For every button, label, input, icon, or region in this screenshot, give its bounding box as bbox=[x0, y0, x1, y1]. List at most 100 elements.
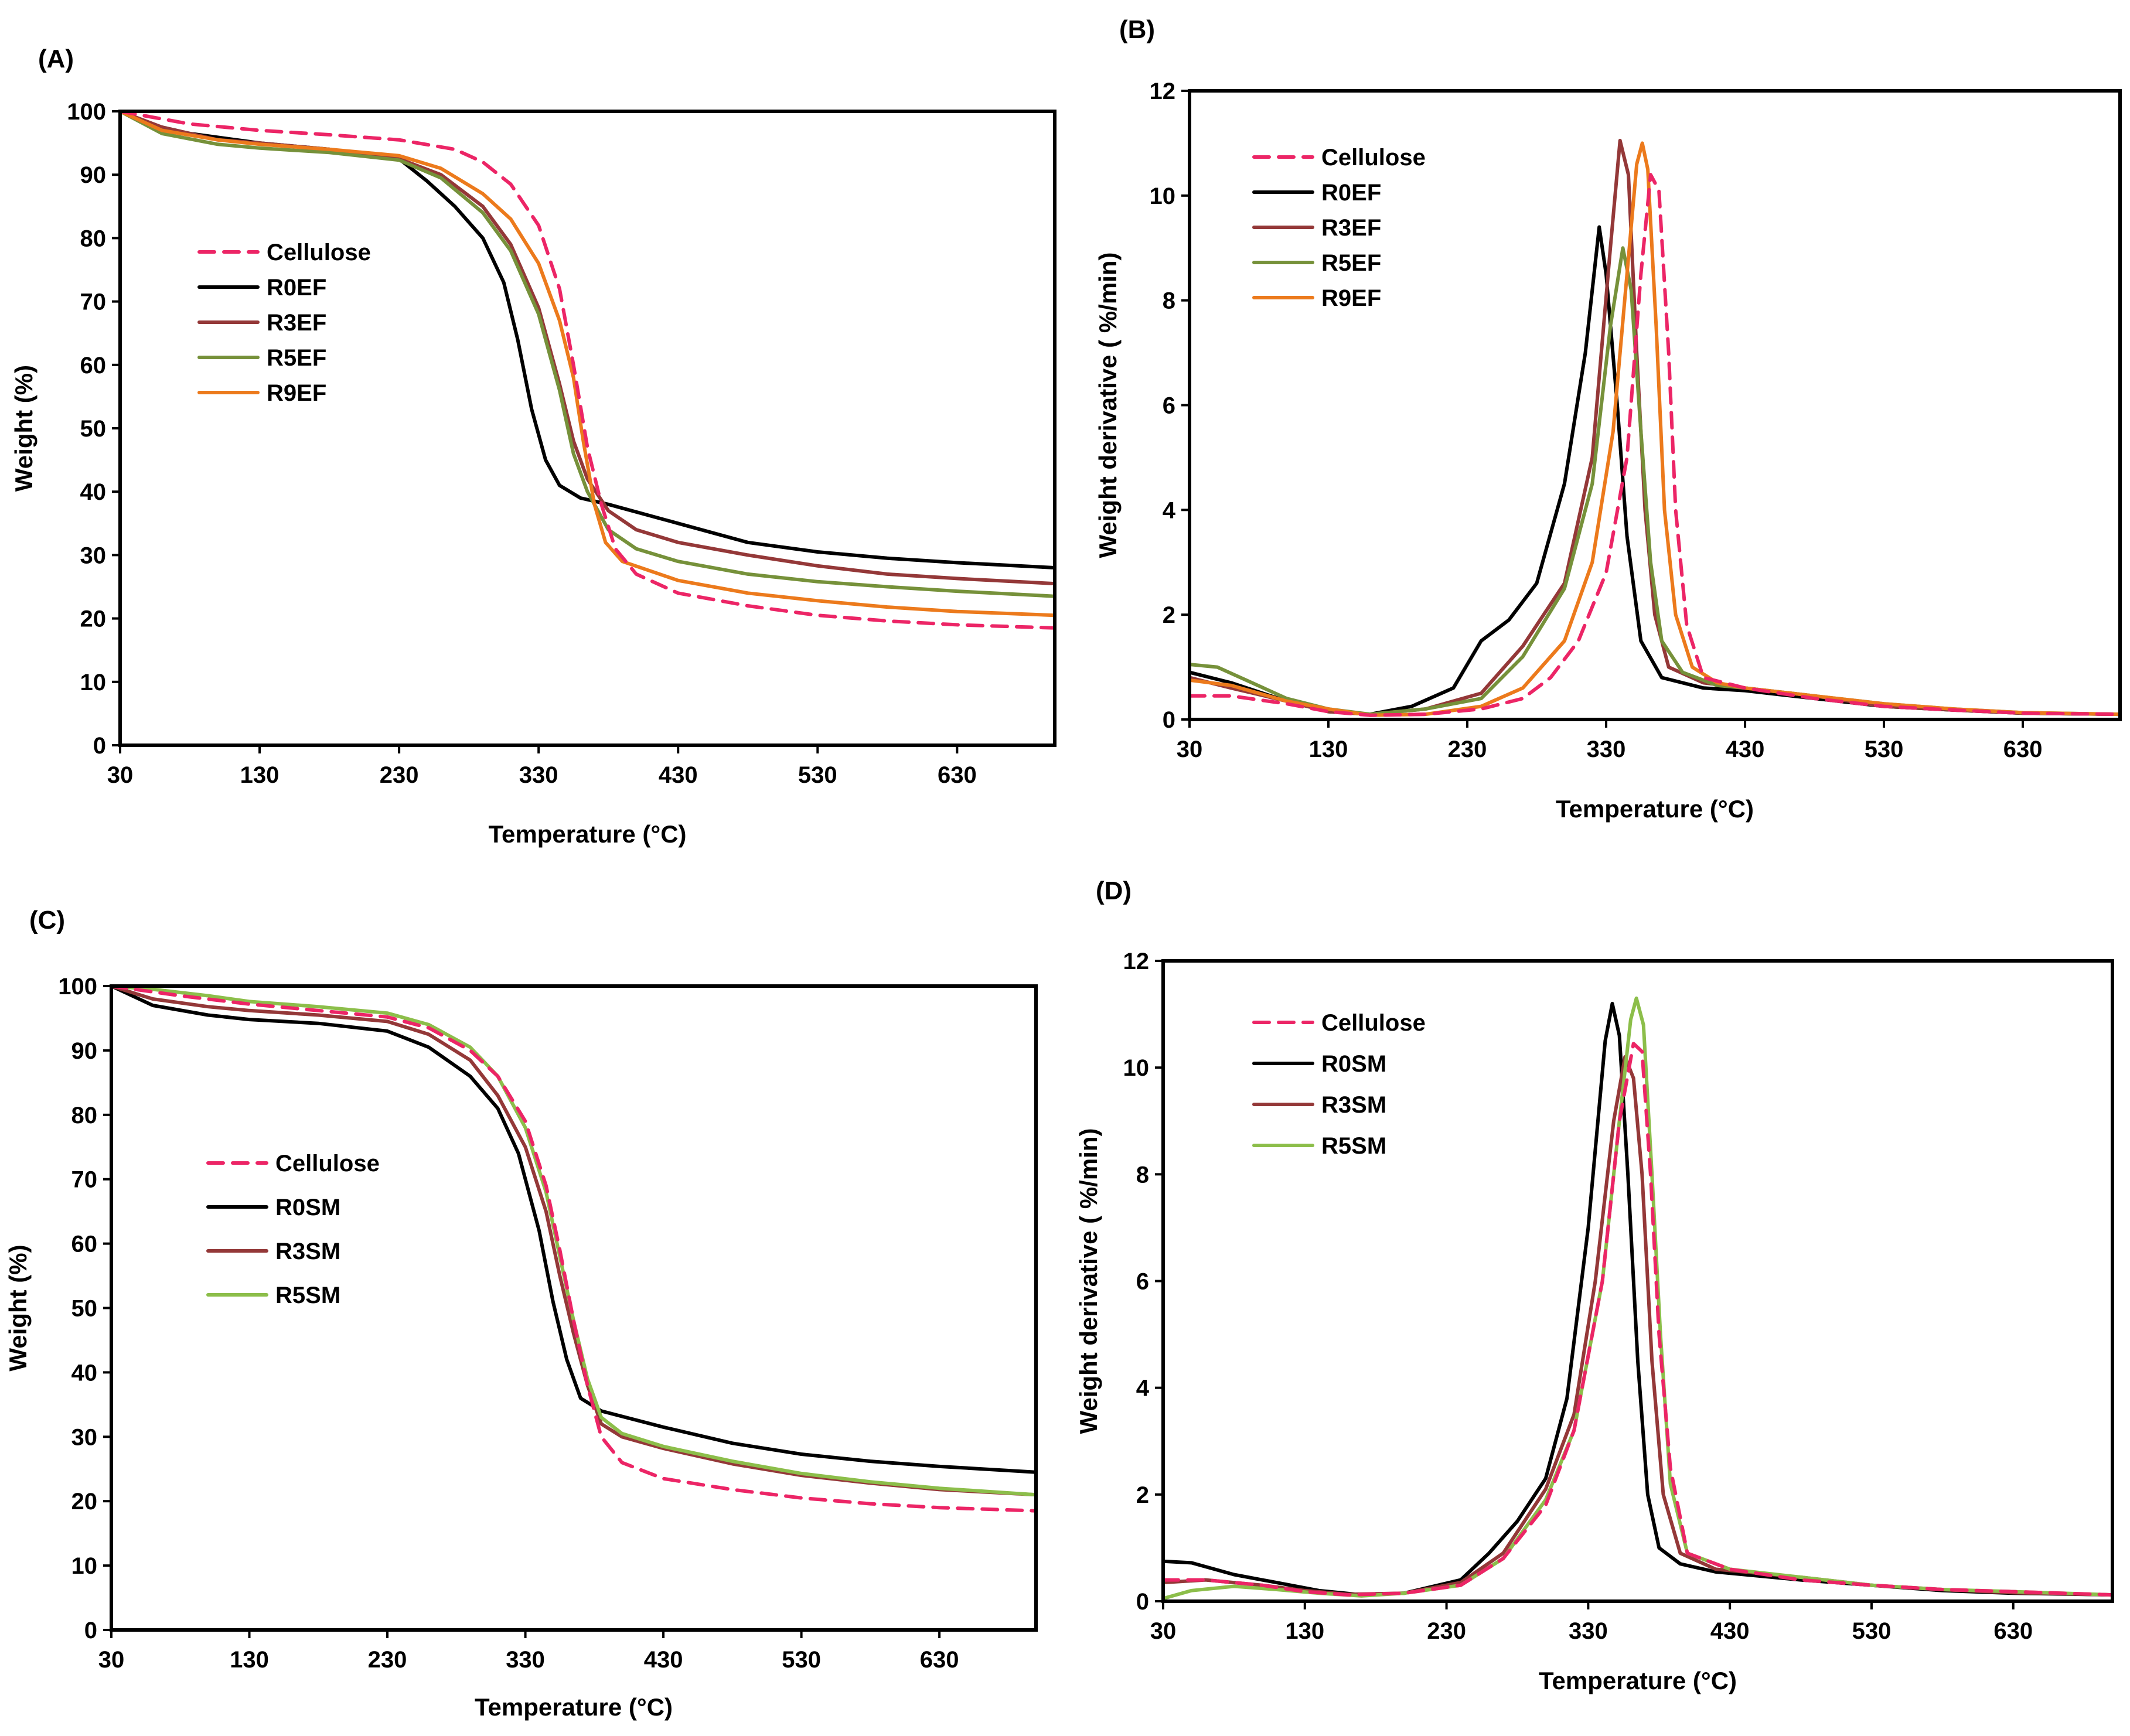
plot-frame bbox=[1161, 959, 2114, 1603]
y-tick-label: 60 bbox=[80, 353, 107, 378]
series-line-cellulose bbox=[1163, 1042, 2112, 1597]
x-axis-title: Temperature (°C) bbox=[475, 1693, 673, 1721]
legend-label-r0ef: R0EF bbox=[1321, 180, 1381, 206]
y-tick-label: 10 bbox=[80, 670, 107, 695]
legend-label-r9ef: R9EF bbox=[267, 380, 326, 406]
legend-label-cellulose: Cellulose bbox=[1321, 145, 1426, 170]
panel-letter: (B) bbox=[1119, 15, 1155, 44]
series-line-cellulose bbox=[111, 986, 1036, 1513]
x-axis-title: Temperature (°C) bbox=[1556, 795, 1754, 823]
y-axis-title: Weight derivative ( %/min) bbox=[1094, 253, 1122, 558]
panel-b: (B) 0 2 4 6 8 10 12 30 130 230 330 430 530 630 Temperat… bbox=[1094, 15, 2122, 823]
y-tick-label: 30 bbox=[71, 1424, 98, 1450]
series-line-r3sm bbox=[111, 986, 1036, 1497]
y-tick-label: 60 bbox=[71, 1232, 98, 1257]
y-tick-label: 8 bbox=[1163, 288, 1175, 314]
y-tick-label: 80 bbox=[71, 1103, 98, 1128]
x-tick-label: 630 bbox=[920, 1647, 959, 1673]
series-line-cellulose bbox=[120, 111, 1055, 630]
y-tick-label: 40 bbox=[71, 1360, 98, 1386]
series-line-r9ef bbox=[1190, 141, 2120, 717]
x-tick-label: 130 bbox=[1285, 1618, 1324, 1644]
legend-label-r0ef: R0EF bbox=[267, 275, 326, 301]
y-tick-label: 2 bbox=[1163, 602, 1175, 628]
y-tick-label: 20 bbox=[80, 606, 107, 632]
y-tick-label: 10 bbox=[1123, 1055, 1150, 1081]
x-tick-label: 530 bbox=[1865, 736, 1904, 762]
y-tick-label: 90 bbox=[71, 1038, 98, 1064]
x-axis-title: Temperature (°C) bbox=[488, 820, 686, 848]
x-tick-label: 630 bbox=[2003, 736, 2043, 762]
x-tick-label: 630 bbox=[938, 762, 977, 788]
y-tick-label: 0 bbox=[1136, 1589, 1149, 1615]
series-line-r0ef bbox=[120, 111, 1055, 569]
legend-label-r3sm: R3SM bbox=[1321, 1092, 1386, 1118]
y-tick-label: 100 bbox=[58, 974, 97, 1000]
x-tick-label: 430 bbox=[644, 1647, 683, 1673]
plot-frame bbox=[110, 984, 1038, 1632]
x-tick-label: 430 bbox=[659, 762, 698, 788]
x-tick-label: 230 bbox=[1427, 1618, 1466, 1644]
series-line-r3ef bbox=[120, 111, 1055, 586]
y-tick-label: 90 bbox=[80, 162, 107, 188]
y-tick-label: 0 bbox=[93, 733, 106, 759]
series-group bbox=[1163, 996, 2112, 1601]
x-tick-label: 530 bbox=[798, 762, 837, 788]
y-tick-label: 100 bbox=[67, 99, 106, 125]
y-tick-label: 50 bbox=[80, 416, 107, 442]
y-tick-label: 6 bbox=[1136, 1269, 1149, 1295]
x-tick-label: 230 bbox=[1448, 736, 1487, 762]
y-tick-label: 6 bbox=[1163, 393, 1175, 419]
x-tick-label: 130 bbox=[230, 1647, 269, 1673]
x-tick-label: 430 bbox=[1726, 736, 1765, 762]
y-tick-label: 30 bbox=[80, 543, 107, 568]
legend-label-cellulose: Cellulose bbox=[1321, 1010, 1426, 1036]
y-axis-title: Weight derivative ( %/min) bbox=[1075, 1128, 1102, 1434]
y-axis-title: Weight (%) bbox=[10, 365, 38, 492]
x-tick-label: 30 bbox=[1150, 1618, 1177, 1644]
series-group bbox=[111, 986, 1036, 1513]
legend-label-r5ef: R5EF bbox=[1321, 250, 1381, 276]
y-tick-label: 12 bbox=[1150, 79, 1176, 104]
x-tick-label: 30 bbox=[1177, 736, 1203, 762]
x-tick-label: 530 bbox=[1852, 1618, 1892, 1644]
series-group bbox=[1190, 138, 2120, 717]
x-tick-label: 530 bbox=[782, 1647, 821, 1673]
y-tick-label: 70 bbox=[80, 289, 107, 315]
panel-letter: (A) bbox=[38, 45, 74, 73]
x-tick-label: 30 bbox=[107, 762, 134, 788]
series-line-r5ef bbox=[120, 111, 1055, 598]
y-tick-label: 80 bbox=[80, 226, 107, 251]
legend-label-r3ef: R3EF bbox=[267, 310, 326, 336]
y-tick-label: 12 bbox=[1123, 949, 1150, 974]
y-tick-label: 2 bbox=[1136, 1482, 1149, 1508]
series-line-r5sm bbox=[1163, 996, 2112, 1601]
x-tick-label: 430 bbox=[1710, 1618, 1750, 1644]
x-tick-label: 130 bbox=[240, 762, 280, 788]
x-tick-label: 230 bbox=[368, 1647, 407, 1673]
y-tick-label: 8 bbox=[1136, 1162, 1149, 1188]
x-tick-label: 330 bbox=[519, 762, 558, 788]
series-group bbox=[120, 111, 1055, 630]
series-line-r5sm bbox=[111, 986, 1036, 1497]
series-line-cellulose bbox=[1190, 173, 2120, 717]
x-tick-label: 330 bbox=[1587, 736, 1626, 762]
series-line-r3sm bbox=[1163, 1055, 2112, 1597]
panel-letter: (D) bbox=[1096, 876, 1132, 905]
panel-letter: (C) bbox=[29, 906, 65, 934]
panel-a: (A) 0 10 20 30 40 50 60 70 80 90 100 30 130 230 330 430 5… bbox=[10, 45, 1057, 848]
x-tick-label: 330 bbox=[506, 1647, 545, 1673]
y-tick-label: 0 bbox=[84, 1618, 97, 1643]
x-tick-label: 230 bbox=[380, 762, 419, 788]
y-tick-label: 0 bbox=[1163, 707, 1175, 733]
legend-label-r3ef: R3EF bbox=[1321, 215, 1381, 241]
legend-label-r5ef: R5EF bbox=[267, 345, 326, 371]
x-tick-label: 30 bbox=[98, 1647, 125, 1673]
legend-label-r5sm: R5SM bbox=[1321, 1133, 1386, 1159]
y-tick-label: 20 bbox=[71, 1489, 98, 1515]
x-tick-label: 330 bbox=[1569, 1618, 1608, 1644]
plot-frame bbox=[118, 110, 1057, 747]
x-axis-title: Temperature (°C) bbox=[1539, 1667, 1737, 1694]
y-axis-title: Weight (%) bbox=[4, 1244, 32, 1371]
